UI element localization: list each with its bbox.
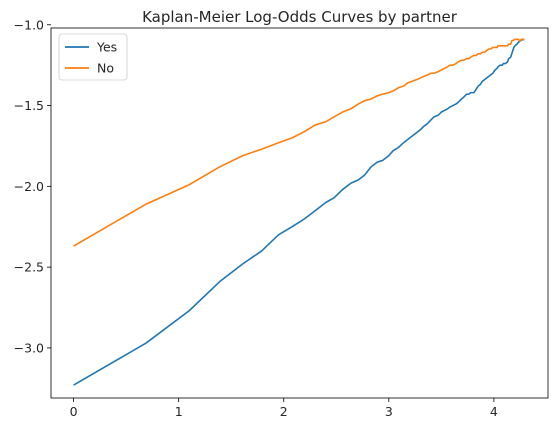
plot-area — [73, 38, 525, 386]
y-tick-label: −2.5 — [14, 260, 44, 275]
y-tick-label: −1.5 — [14, 98, 44, 113]
series-line-yes — [73, 38, 525, 386]
x-axis: 0 1 2 3 4 — [70, 398, 498, 419]
plot-frame — [50, 27, 549, 399]
y-axis: −3.0 −2.5 −2.0 −1.5 −1.0 — [14, 17, 51, 355]
x-tick-label: 0 — [70, 404, 78, 419]
legend-label-no: No — [97, 61, 114, 76]
x-tick-label: 1 — [175, 404, 183, 419]
legend-label-yes: Yes — [96, 40, 117, 55]
chart-title: Kaplan-Meier Log-Odds Curves by partner — [142, 8, 458, 26]
series-line-no — [73, 38, 525, 247]
y-tick-label: −2.0 — [14, 179, 44, 194]
x-tick-label: 4 — [490, 404, 498, 419]
x-tick-label: 2 — [280, 404, 288, 419]
y-tick-label: −1.0 — [14, 17, 44, 32]
y-tick-label: −3.0 — [14, 340, 44, 355]
x-tick-label: 3 — [385, 404, 393, 419]
legend: Yes No — [58, 33, 128, 81]
